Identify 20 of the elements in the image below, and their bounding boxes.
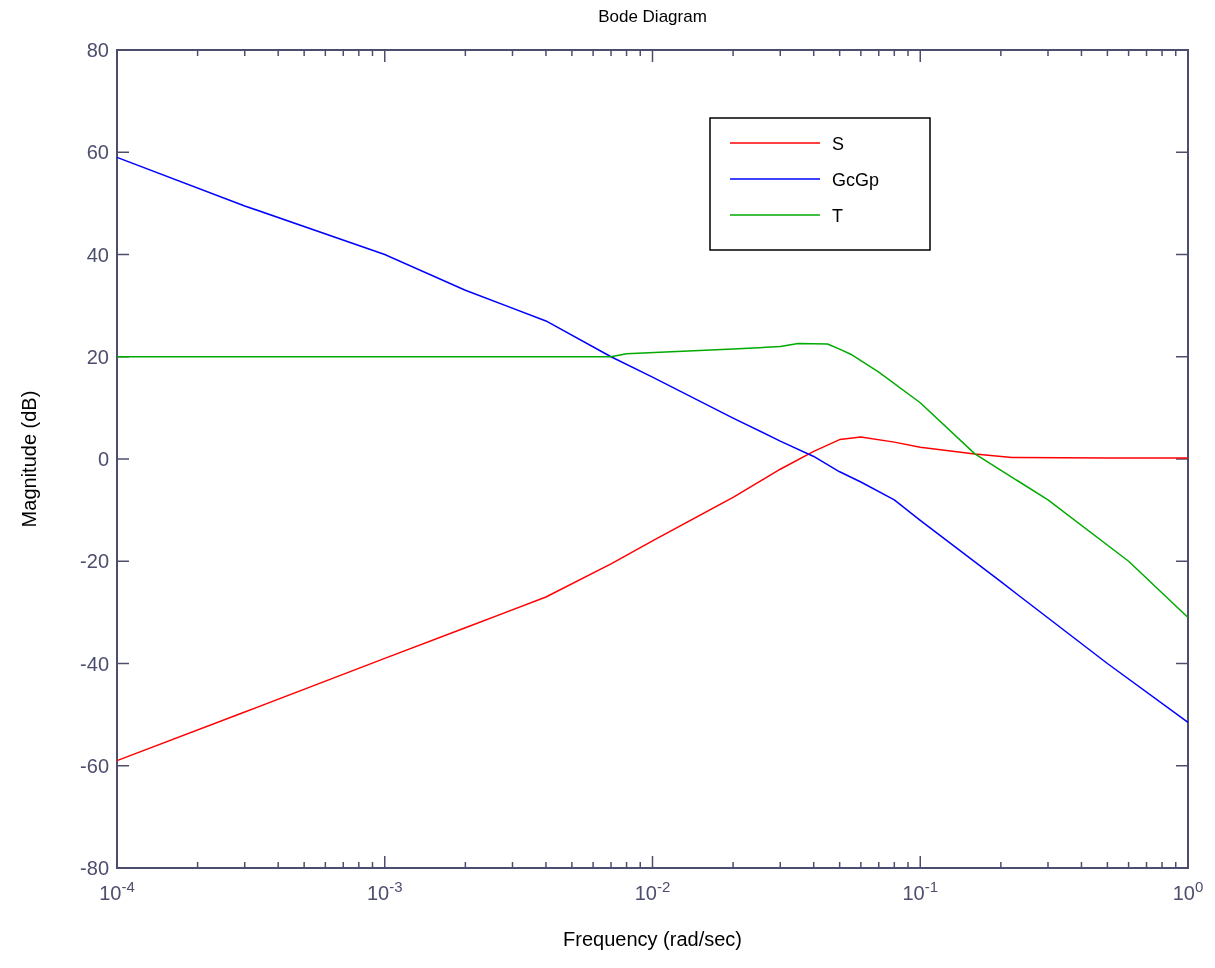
x-tick-label: 10$^{-4}$ [99,877,135,904]
y-tick-label: 40 [86,243,109,266]
x-tick-label: 10$^{-1}$ [902,877,939,904]
y-tick-label: 80 [86,39,109,61]
legend-label: GcGp [832,170,880,190]
y-axis-title: Magnitude (dB) [18,390,40,528]
legend-label: T [832,206,843,226]
x-axis-title: Frequency (rad/sec) [563,928,742,950]
chart-title: Bode Diagram [598,7,707,26]
x-tick-label: 10$^{-3}$ [366,877,403,904]
y-tick-label: 0 [97,448,109,470]
y-tick-label: -60 [80,754,109,777]
y-tick-label: -40 [80,652,109,675]
y-tick-label: -80 [80,857,109,879]
legend-label: S [832,134,845,154]
x-tick-label: 10$^{-2}$ [634,877,671,904]
y-tick-label: -20 [80,550,109,573]
y-tick-label: 20 [86,345,109,368]
x-tick-label: 10$^{0}$ [1172,877,1204,904]
y-tick-label: 60 [86,141,109,164]
